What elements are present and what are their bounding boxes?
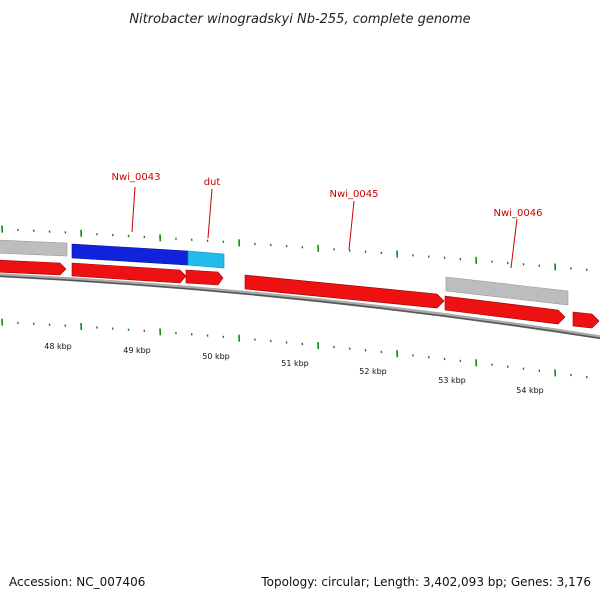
- leader-dut: [207, 188, 213, 239]
- forward-genes: [0, 259, 600, 329]
- scale-label-53: 53 kbp: [438, 376, 466, 385]
- gene-arrow-nwi-0045[interactable]: [244, 274, 445, 309]
- scale-label-52: 52 kbp: [359, 367, 387, 376]
- grey-feature-left[interactable]: [0, 239, 68, 257]
- gene-label-nwi-0045[interactable]: Nwi_0045: [330, 189, 379, 200]
- gene-arrow-right[interactable]: [572, 311, 600, 329]
- leader-nwi-0045: [348, 200, 355, 251]
- grey-feature-nwi-0046[interactable]: [445, 276, 569, 306]
- scale-label-50: 50 kbp: [202, 352, 230, 361]
- gene-dut-highlight[interactable]: [187, 250, 225, 269]
- scale-label-48: 48 kbp: [44, 342, 72, 351]
- scale-label-49: 49 kbp: [123, 346, 151, 355]
- gene-label-nwi-0046[interactable]: Nwi_0046: [494, 208, 543, 219]
- genome-backbone: [0, 273, 600, 340]
- scale-label-54: 54 kbp: [516, 386, 544, 395]
- gene-label-dut[interactable]: dut: [204, 177, 221, 188]
- gene-arrow-nwi-0046[interactable]: [444, 295, 566, 325]
- gene-arrow-nwi-0043[interactable]: [71, 262, 187, 284]
- gene-labels: Nwi_0043 dut Nwi_0045 Nwi_0046: [112, 172, 543, 219]
- gene-arrow-1[interactable]: [0, 259, 67, 276]
- grey-features: [0, 239, 569, 306]
- scale-tick-row: [1, 318, 588, 379]
- accession-text: Accession: NC_007406: [9, 575, 145, 589]
- highlighted-genes: [71, 243, 225, 269]
- genome-summary-text: Topology: circular; Length: 3,402,093 bp…: [260, 575, 591, 589]
- scale-labels: 48 kbp 49 kbp 50 kbp 51 kbp 52 kbp 53 kb…: [44, 342, 544, 395]
- leader-nwi-0043: [131, 186, 136, 233]
- gene-arrow-dut[interactable]: [185, 269, 224, 286]
- label-leaders: [131, 186, 518, 269]
- upper-tick-row: [1, 225, 588, 271]
- map-title: Nitrobacter winogradskyi Nb-255, complet…: [129, 12, 470, 27]
- gene-label-nwi-0043[interactable]: Nwi_0043: [112, 172, 161, 183]
- leader-nwi-0046: [510, 218, 518, 269]
- scale-label-51: 51 kbp: [281, 359, 309, 368]
- gene-nwi-0043-highlight[interactable]: [71, 243, 189, 266]
